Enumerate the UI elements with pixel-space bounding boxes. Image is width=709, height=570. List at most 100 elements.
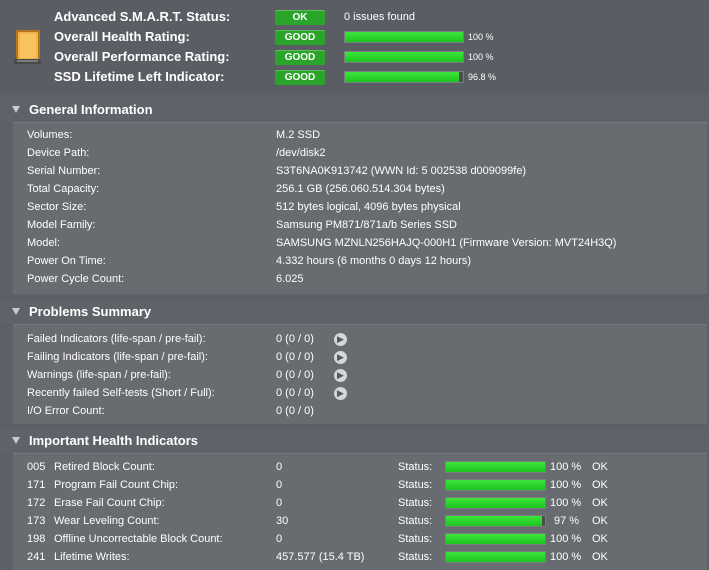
problem-row-failed: Failed Indicators (life-span / pre-fail)…: [13, 330, 707, 348]
status-bar-fill: [446, 462, 545, 472]
problem-value: 0 (0 / 0): [276, 405, 314, 417]
status-state: OK: [592, 533, 608, 545]
info-label: Total Capacity:: [27, 183, 100, 195]
problem-row-io-errors: I/O Error Count: 0 (0 / 0): [13, 402, 707, 420]
info-row-capacity: Total Capacity: 256.1 GB (256.060.514.30…: [13, 180, 707, 198]
lifetime-left-bar-fill: [345, 72, 460, 82]
health-rating-label: Overall Health Rating:: [54, 29, 190, 44]
performance-rating-bar-fill: [345, 52, 463, 62]
health-rating-percent: 100 %: [468, 32, 494, 42]
status-bar: [445, 497, 546, 509]
health-rating-row: Overall Health Rating: GOOD 100 %: [54, 28, 694, 46]
info-label: Model:: [27, 237, 61, 249]
attribute-id: 171: [27, 479, 46, 491]
health-row-171: 171 Program Fail Count Chip: 0 Status: 1…: [13, 476, 707, 494]
status-percent: 100 %: [550, 533, 582, 545]
arrow-right-circle-icon[interactable]: ▶: [334, 387, 347, 400]
problems-summary-header[interactable]: Problems Summary: [0, 300, 709, 324]
lifetime-left-label: SSD Lifetime Left Indicator:: [54, 69, 225, 84]
health-indicators-title: Important Health Indicators: [29, 433, 199, 448]
problem-value: 0 (0 / 0): [276, 351, 314, 363]
lifetime-left-row: SSD Lifetime Left Indicator: GOOD 96.8 %: [54, 68, 694, 86]
ssd-drive-icon: [14, 30, 41, 64]
info-value: S3T6NA0K913742 (WWN Id: 5 002538 d009099…: [276, 165, 527, 177]
health-rating-badge: GOOD: [275, 30, 325, 45]
attribute-label: Wear Leveling Count:: [54, 515, 160, 527]
status-state: OK: [592, 497, 608, 509]
smart-summary: Advanced S.M.A.R.T. Status: OK 0 issues …: [0, 0, 709, 92]
info-row-model: Model: SAMSUNG MZNLN256HAJQ-000H1 (Firmw…: [13, 234, 707, 252]
performance-rating-percent: 100 %: [468, 52, 494, 62]
attribute-id: 198: [27, 533, 46, 545]
info-row-power-on-time: Power On Time: 4.332 hours (6 months 0 d…: [13, 252, 707, 270]
status-state: OK: [592, 479, 608, 491]
performance-rating-label: Overall Performance Rating:: [54, 49, 230, 64]
info-value: /dev/disk2: [276, 147, 326, 159]
status-state: OK: [592, 515, 608, 527]
status-bar: [445, 533, 546, 545]
problem-label: I/O Error Count:: [27, 405, 105, 417]
status-label: Status:: [398, 515, 433, 527]
info-value: 6.025: [276, 273, 304, 285]
info-label: Power Cycle Count:: [27, 273, 125, 285]
problem-label: Recently failed Self-tests (Short / Full…: [27, 387, 215, 399]
general-info-panel: Volumes: M.2 SSD Device Path: /dev/disk2…: [13, 122, 707, 294]
health-indicators-header[interactable]: Important Health Indicators: [0, 429, 709, 453]
status-bar-fill: [446, 498, 545, 508]
status-bar-fill: [446, 534, 545, 544]
info-label: Power On Time:: [27, 255, 106, 267]
problem-label: Failed Indicators (life-span / pre-fail)…: [27, 333, 206, 345]
attribute-id: 173: [27, 515, 46, 527]
disclosure-triangle-icon[interactable]: [12, 437, 20, 444]
attribute-label: Lifetime Writes:: [54, 551, 130, 563]
problems-summary-title: Problems Summary: [29, 304, 152, 319]
info-row-model-family: Model Family: Samsung PM871/871a/b Serie…: [13, 216, 707, 234]
attribute-value: 30: [276, 515, 289, 527]
attribute-label: Offline Uncorrectable Block Count:: [54, 533, 223, 545]
health-rating-bar-fill: [345, 32, 463, 42]
problems-summary-panel: Failed Indicators (life-span / pre-fail)…: [13, 324, 707, 424]
health-row-241: 241 Lifetime Writes: 457.577 (15.4 TB) S…: [13, 548, 707, 566]
general-info-header[interactable]: General Information: [0, 98, 709, 122]
info-row-sector-size: Sector Size: 512 bytes logical, 4096 byt…: [13, 198, 707, 216]
info-label: Volumes:: [27, 129, 73, 141]
arrow-right-circle-icon[interactable]: ▶: [334, 351, 347, 364]
attribute-value: 0: [276, 461, 283, 473]
problem-label: Warnings (life-span / pre-fail):: [27, 369, 171, 381]
attribute-value: 0: [276, 533, 283, 545]
status-label: Status:: [398, 461, 433, 473]
status-label: Status:: [398, 551, 433, 563]
arrow-right-circle-icon[interactable]: ▶: [334, 369, 347, 382]
status-state: OK: [592, 461, 608, 473]
status-percent: 100 %: [550, 497, 582, 509]
disclosure-triangle-icon[interactable]: [12, 308, 20, 315]
attribute-label: Program Fail Count Chip:: [54, 479, 179, 491]
disclosure-triangle-icon[interactable]: [12, 106, 20, 113]
info-value: 512 bytes logical, 4096 bytes physical: [276, 201, 461, 213]
status-percent: 100 %: [550, 479, 582, 491]
info-label: Model Family:: [27, 219, 96, 231]
attribute-id: 241: [27, 551, 46, 563]
info-label: Sector Size:: [27, 201, 87, 213]
status-label: Status:: [398, 479, 433, 491]
arrow-right-circle-icon[interactable]: ▶: [334, 333, 347, 346]
problem-value: 0 (0 / 0): [276, 369, 314, 381]
performance-rating-badge: GOOD: [275, 50, 325, 65]
performance-rating-bar: [344, 51, 464, 63]
status-state: OK: [592, 551, 608, 563]
health-row-173: 173 Wear Leveling Count: 30 Status: 97 %…: [13, 512, 707, 530]
attribute-value: 0: [276, 479, 283, 491]
health-rating-bar: [344, 31, 464, 43]
info-row-volumes: Volumes: M.2 SSD: [13, 126, 707, 144]
health-row-172: 172 Erase Fail Count Chip: 0 Status: 100…: [13, 494, 707, 512]
problem-row-selftests: Recently failed Self-tests (Short / Full…: [13, 384, 707, 402]
info-row-power-cycle-count: Power Cycle Count: 6.025: [13, 270, 707, 288]
info-label: Serial Number:: [27, 165, 101, 177]
status-bar-fill: [446, 480, 545, 490]
status-bar-fill: [446, 516, 543, 526]
status-percent: 100 %: [550, 461, 582, 473]
attribute-label: Retired Block Count:: [54, 461, 155, 473]
general-info-title: General Information: [29, 102, 153, 117]
attribute-value: 0: [276, 497, 283, 509]
problem-value: 0 (0 / 0): [276, 387, 314, 399]
